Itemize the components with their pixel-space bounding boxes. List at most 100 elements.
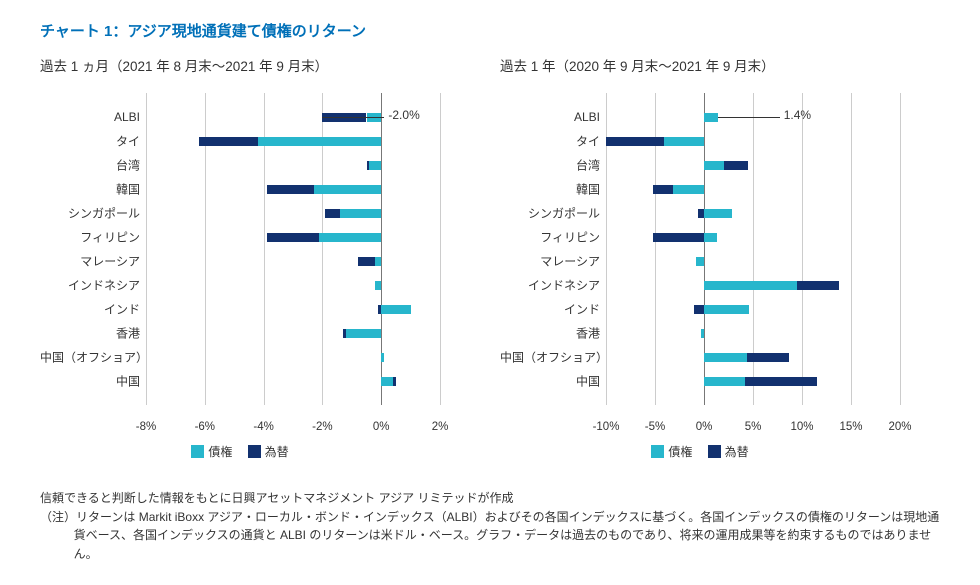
- category-label: ALBI: [500, 110, 606, 124]
- gridline: [802, 93, 803, 405]
- x-tick-label: 20%: [888, 421, 911, 433]
- bar-fx: [267, 185, 314, 194]
- category-label: 韓国: [40, 181, 146, 198]
- x-tick-label: -2%: [312, 421, 332, 433]
- category-label: マレーシア: [40, 253, 146, 270]
- bar-fx: [378, 305, 381, 314]
- x-tick-label: 10%: [790, 421, 813, 433]
- category-label: 中国（オフショア）: [500, 349, 606, 366]
- bar-bonds: [375, 281, 381, 290]
- category-label: シンガポール: [500, 205, 606, 222]
- chart-right: 過去 1 年（2020 年 9 月末～2021 年 9 月末） -10%-5%0…: [500, 55, 900, 461]
- bar-fx: [698, 209, 704, 218]
- bar-bonds: [704, 233, 717, 242]
- category-label: インドネシア: [40, 277, 146, 294]
- legend-label-bonds: 債権: [208, 443, 232, 460]
- x-tick-label: 15%: [839, 421, 862, 433]
- bar-fx: [199, 137, 258, 146]
- category-label: インド: [40, 301, 146, 318]
- bar-bonds: [704, 305, 749, 314]
- category-label: 中国: [40, 373, 146, 390]
- x-tick-label: 0%: [696, 421, 713, 433]
- footnote-line-2: （注）リターンは Markit iBoxx アジア・ローカル・ボンド・インデック…: [40, 508, 940, 564]
- x-tick-label: -4%: [253, 421, 273, 433]
- category-label: 韓国: [500, 181, 606, 198]
- bar-fx: [325, 209, 340, 218]
- legend-item-bonds: 債権: [191, 443, 232, 460]
- bar-fx: [797, 281, 839, 290]
- legend-item-fx: 為替: [248, 443, 289, 460]
- legend-label-fx: 為替: [265, 443, 289, 460]
- x-tick-label: -10%: [593, 421, 620, 433]
- swatch-bonds: [191, 445, 204, 458]
- bar-bonds: [704, 113, 718, 122]
- category-label: 中国（オフショア）: [40, 349, 146, 366]
- chart-right-legend: 債権 為替: [500, 443, 900, 461]
- swatch-bonds: [651, 445, 664, 458]
- bar-bonds: [673, 185, 704, 194]
- chart-left-legend: 債権 為替: [40, 443, 440, 461]
- bar-fx: [606, 137, 664, 146]
- bar-bonds: [696, 257, 704, 266]
- bar-fx: [653, 185, 673, 194]
- footnotes: 信頼できると判断した情報をもとに日興アセットマネジメント アジア リミテッドが作…: [40, 489, 940, 563]
- chart-left-subtitle: 過去 1 ヵ月（2021 年 8 月末～2021 年 9 月末）: [40, 55, 440, 75]
- bar-bonds: [664, 137, 704, 146]
- bar-bonds: [346, 329, 381, 338]
- category-label: フィリピン: [40, 229, 146, 246]
- charts-row: 過去 1 ヵ月（2021 年 8 月末～2021 年 9 月末） -8% -6% -…: [40, 55, 940, 461]
- bar-bonds: [381, 305, 410, 314]
- bar-fx: [745, 377, 817, 386]
- bar-bonds: [381, 377, 393, 386]
- bar-bonds: [704, 209, 732, 218]
- category-label: 台湾: [40, 157, 146, 174]
- bar-bonds: [704, 161, 724, 170]
- x-tick-label: -6%: [195, 421, 215, 433]
- bar-bonds: [704, 353, 747, 362]
- annotation-text: -2.0%: [388, 108, 419, 122]
- bar-bonds: [258, 137, 381, 146]
- category-label: インド: [500, 301, 606, 318]
- legend-label-bonds: 債権: [668, 443, 692, 460]
- category-label: タイ: [40, 133, 146, 150]
- x-tick-label: -5%: [645, 421, 665, 433]
- annotation-line: [322, 117, 384, 118]
- bar-bonds: [704, 281, 797, 290]
- bar-fx: [343, 329, 346, 338]
- gridline: [851, 93, 852, 405]
- legend-label-fx: 為替: [725, 443, 749, 460]
- bar-fx: [267, 233, 320, 242]
- annotation-line: [718, 117, 780, 118]
- bar-bonds: [704, 377, 745, 386]
- swatch-fx: [708, 445, 721, 458]
- category-label: ALBI: [40, 110, 146, 124]
- category-label: タイ: [500, 133, 606, 150]
- legend-item-fx: 為替: [708, 443, 749, 460]
- category-label: シンガポール: [40, 205, 146, 222]
- gridline: [900, 93, 901, 405]
- bar-bonds: [381, 353, 384, 362]
- bar-fx: [747, 353, 789, 362]
- category-label: マレーシア: [500, 253, 606, 270]
- category-label: 中国: [500, 373, 606, 390]
- bar-bonds: [340, 209, 381, 218]
- category-label: 香港: [500, 325, 606, 342]
- x-tick-label: -8%: [136, 421, 156, 433]
- bar-bonds: [369, 161, 381, 170]
- bar-bonds: [319, 233, 381, 242]
- chart-main-title: チャート 1：アジア現地通貨建て債権のリターン: [40, 20, 940, 41]
- chart-left: 過去 1 ヵ月（2021 年 8 月末～2021 年 9 月末） -8% -6% -…: [40, 55, 440, 461]
- bar-fx: [724, 161, 749, 170]
- bar-fx: [358, 257, 376, 266]
- category-label: インドネシア: [500, 277, 606, 294]
- swatch-fx: [248, 445, 261, 458]
- x-tick-label: 2%: [432, 421, 449, 433]
- legend-item-bonds: 債権: [651, 443, 692, 460]
- gridline: [440, 93, 441, 405]
- bar-bonds: [375, 257, 381, 266]
- category-label: 香港: [40, 325, 146, 342]
- bar-fx: [653, 233, 704, 242]
- bar-bonds: [701, 329, 704, 338]
- bar-fx: [694, 305, 704, 314]
- annotation-text: 1.4%: [784, 108, 811, 122]
